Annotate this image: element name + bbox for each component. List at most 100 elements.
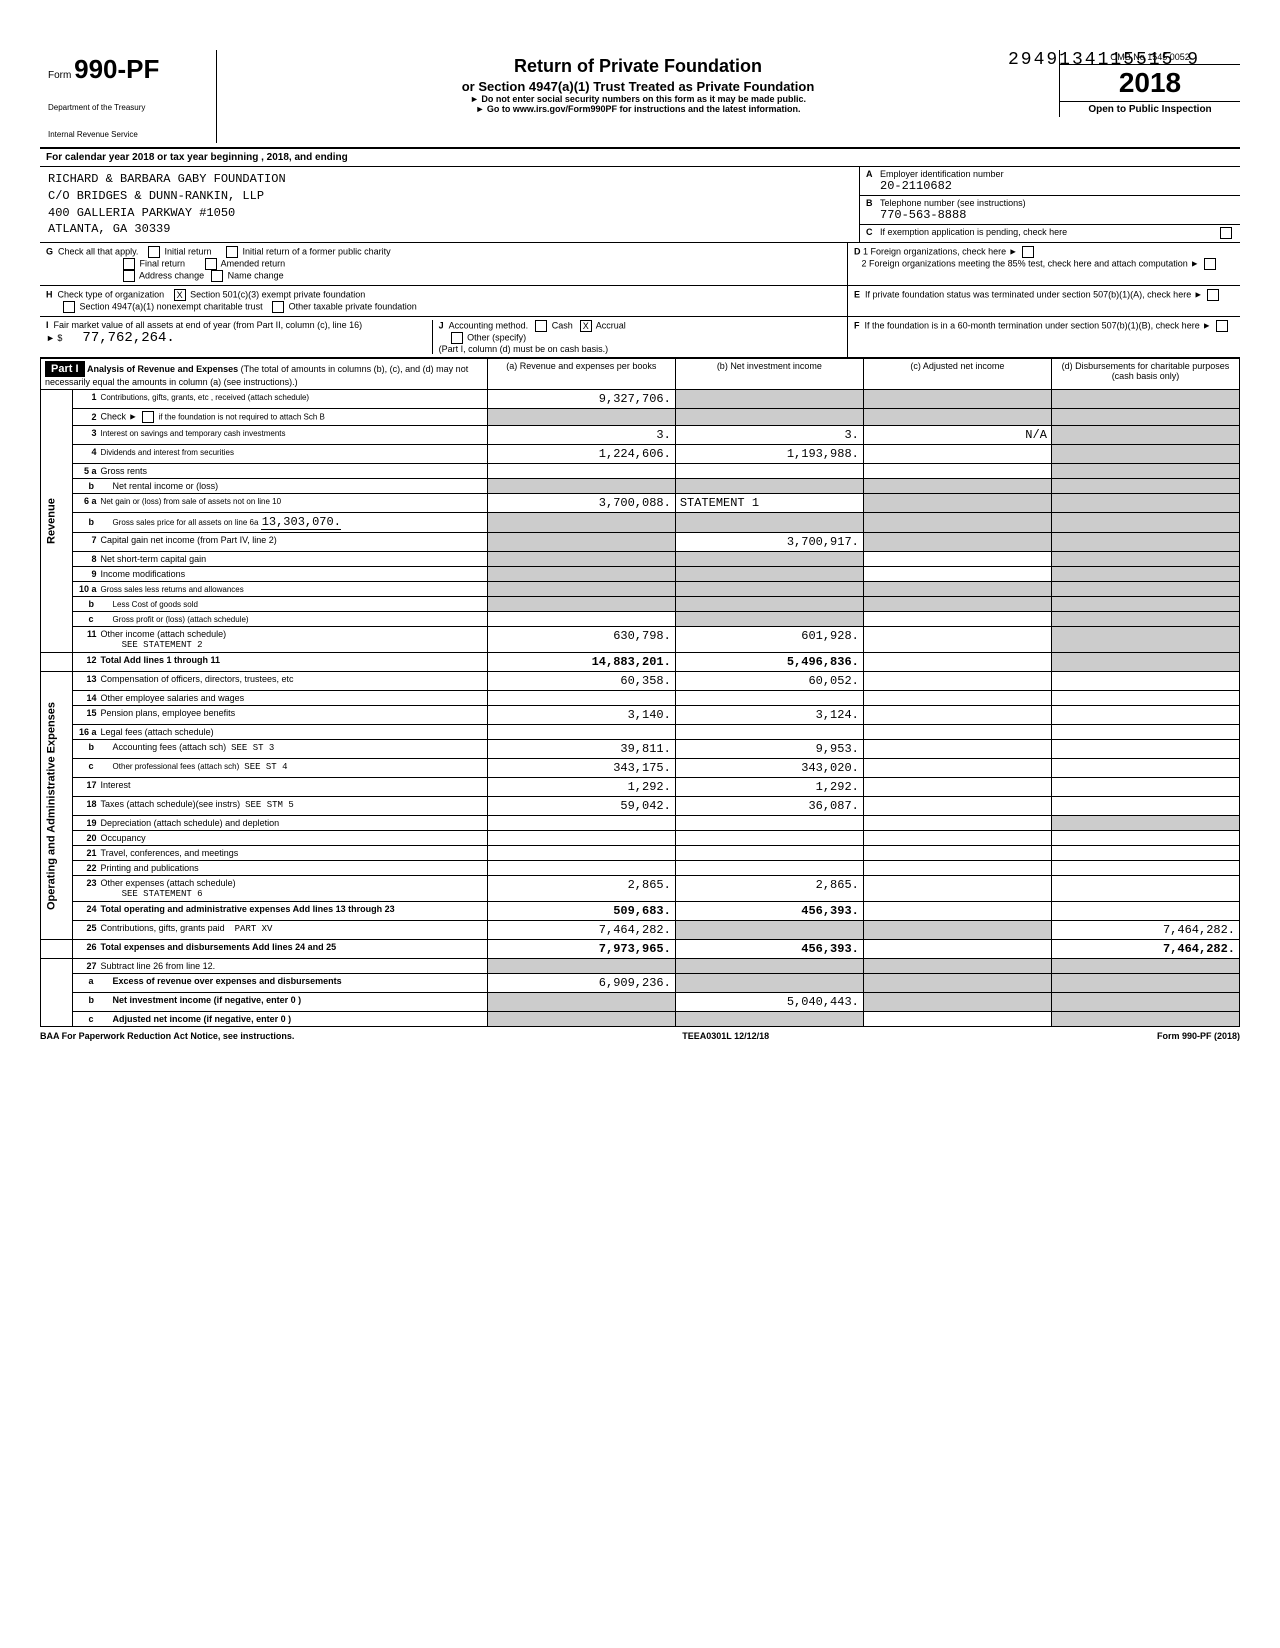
footer: BAA For Paperwork Reduction Act Notice, … <box>40 1031 1240 1041</box>
l13-desc: Compensation of officers, directors, tru… <box>101 674 294 684</box>
l12-desc: Total Add lines 1 through 11 <box>101 655 221 665</box>
l6a-desc: Net gain or (loss) from sale of assets n… <box>101 497 282 506</box>
g-opt-4: Amended return <box>221 259 286 269</box>
l26-desc: Total expenses and disbursements Add lin… <box>101 942 337 952</box>
form-prefix: Form <box>48 70 71 81</box>
l16c-b: 343,020. <box>675 759 863 778</box>
g-label: Check all that apply. <box>58 247 138 257</box>
f-checkbox[interactable] <box>1216 320 1228 332</box>
l26-a: 7,973,965. <box>487 940 675 959</box>
l11-b: 601,928. <box>675 627 863 653</box>
g-name-checkbox[interactable] <box>211 270 223 282</box>
l25-d: 7,464,282. <box>1051 921 1239 940</box>
l18-desc: Taxes (attach schedule)(see instrs) <box>101 799 241 809</box>
l2-checkbox[interactable] <box>142 411 154 423</box>
j-section: J Accounting method. Cash X Accrual Othe… <box>433 320 841 354</box>
g-address-checkbox[interactable] <box>123 270 135 282</box>
l15-desc: Pension plans, employee benefits <box>101 708 236 718</box>
l24-desc: Total operating and administrative expen… <box>101 904 395 914</box>
line-27b: bNet investment income (if negative, ent… <box>41 993 1240 1012</box>
l19-desc: Depreciation (attach schedule) and deple… <box>101 818 280 828</box>
j-note: (Part I, column (d) must be on cash basi… <box>439 344 609 354</box>
l7-b: 3,700,917. <box>675 533 863 552</box>
e-checkbox[interactable] <box>1207 289 1219 301</box>
line-7: 7Capital gain net income (from Part IV, … <box>41 533 1240 552</box>
l6a-a: 3,700,088. <box>487 494 675 513</box>
check-row-gd: G Check all that apply. Initial return I… <box>40 243 1240 286</box>
check-row-ijf: I Fair market value of all assets at end… <box>40 317 1240 358</box>
l4-b: 1,193,988. <box>675 445 863 464</box>
line-17: 17Interest 1,292. 1,292. <box>41 778 1240 797</box>
l16b-ref: SEE ST 3 <box>231 743 274 753</box>
footer-code: TEEA0301L 12/12/18 <box>682 1031 769 1041</box>
form-number: 990-PF <box>74 54 159 84</box>
h-501c3-checkbox[interactable]: X <box>174 289 186 301</box>
part1-title: Analysis of Revenue and Expenses <box>87 364 238 374</box>
line-16b: bAccounting fees (attach sch) SEE ST 3 3… <box>41 740 1240 759</box>
phone-label: Telephone number (see instructions) <box>880 198 1026 208</box>
c-checkbox[interactable] <box>1220 227 1232 239</box>
l6b-desc: Gross sales price for all assets on line… <box>113 518 259 527</box>
org-co: C/O BRIDGES & DUNN-RANKIN, LLP <box>48 188 851 205</box>
line-15: 15Pension plans, employee benefits 3,140… <box>41 706 1240 725</box>
line-19: 19Depreciation (attach schedule) and dep… <box>41 816 1240 831</box>
dept-treasury: Department of the Treasury <box>48 103 208 112</box>
h-opt2: Section 4947(a)(1) nonexempt charitable … <box>80 302 263 312</box>
footer-baa: BAA For Paperwork Reduction Act Notice, … <box>40 1031 294 1041</box>
j-accrual-checkbox[interactable]: X <box>580 320 592 332</box>
l2-desc: Check ► <box>101 412 138 422</box>
g-section: G Check all that apply. Initial return I… <box>40 243 847 285</box>
l16a-desc: Legal fees (attach schedule) <box>101 727 214 737</box>
g-initial-former-checkbox[interactable] <box>226 246 238 258</box>
g-initial-checkbox[interactable] <box>148 246 160 258</box>
l12-b: 5,496,836. <box>675 653 863 672</box>
j-cash: Cash <box>552 321 573 331</box>
j-cash-checkbox[interactable] <box>535 320 547 332</box>
line-25: 25Contributions, gifts, grants paid PART… <box>41 921 1240 940</box>
col-c-header: (c) Adjusted net income <box>863 359 1051 390</box>
l25-desc: Contributions, gifts, grants paid <box>101 923 225 933</box>
line-3: 3Interest on savings and temporary cash … <box>41 426 1240 445</box>
l23-desc: Other expenses (attach schedule) <box>101 878 236 888</box>
f-label: If the foundation is in a 60-month termi… <box>865 321 1200 331</box>
org-name: RICHARD & BARBARA GABY FOUNDATION <box>48 171 851 188</box>
l16c-desc: Other professional fees (attach sch) <box>113 762 240 771</box>
l17-desc: Interest <box>101 780 131 790</box>
line-26: 26Total expenses and disbursements Add l… <box>41 940 1240 959</box>
l24-b: 456,393. <box>675 902 863 921</box>
g-opt-1: Final return <box>140 259 186 269</box>
l22-desc: Printing and publications <box>101 863 199 873</box>
part1-badge: Part I <box>45 361 85 377</box>
l11-desc: Other income (attach schedule) <box>101 629 227 639</box>
l27-desc: Subtract line 26 from line 12. <box>101 961 216 971</box>
l1-a: 9,327,706. <box>487 390 675 409</box>
form-page: 2949134115515 9 Form 990-PF Department o… <box>40 50 1240 1041</box>
col-d-header: (d) Disbursements for charitable purpose… <box>1051 359 1239 390</box>
line-27a: aExcess of revenue over expenses and dis… <box>41 974 1240 993</box>
d1-checkbox[interactable] <box>1022 246 1034 258</box>
l25-a: 7,464,282. <box>487 921 675 940</box>
l26-b: 456,393. <box>675 940 863 959</box>
col-a-header: (a) Revenue and expenses per books <box>487 359 675 390</box>
g-opt-0: Initial return <box>164 247 211 257</box>
l9-desc: Income modifications <box>101 569 186 579</box>
i-section: I Fair market value of all assets at end… <box>46 320 433 354</box>
l7-desc: Capital gain net income (from Part IV, l… <box>101 535 277 545</box>
g-opt-5: Name change <box>228 271 284 281</box>
h-label: Check type of organization <box>58 290 165 300</box>
g-final-checkbox[interactable] <box>123 258 135 270</box>
l12-a: 14,883,201. <box>487 653 675 672</box>
g-amended-checkbox[interactable] <box>205 258 217 270</box>
exemption-cell: C If exemption application is pending, c… <box>860 225 1240 241</box>
line-4: 4Dividends and interest from securities … <box>41 445 1240 464</box>
f-section: F If the foundation is in a 60-month ter… <box>847 317 1240 357</box>
d2-checkbox[interactable] <box>1204 258 1216 270</box>
note-ssn: ► Do not enter social security numbers o… <box>227 94 1049 104</box>
h-other-checkbox[interactable] <box>272 301 284 313</box>
h-4947-checkbox[interactable] <box>63 301 75 313</box>
line-22: 22Printing and publications <box>41 861 1240 876</box>
j-accrual: Accrual <box>596 321 626 331</box>
dept-irs: Internal Revenue Service <box>48 130 208 139</box>
j-other-checkbox[interactable] <box>451 332 463 344</box>
tax-year: 2018 <box>1060 65 1240 102</box>
